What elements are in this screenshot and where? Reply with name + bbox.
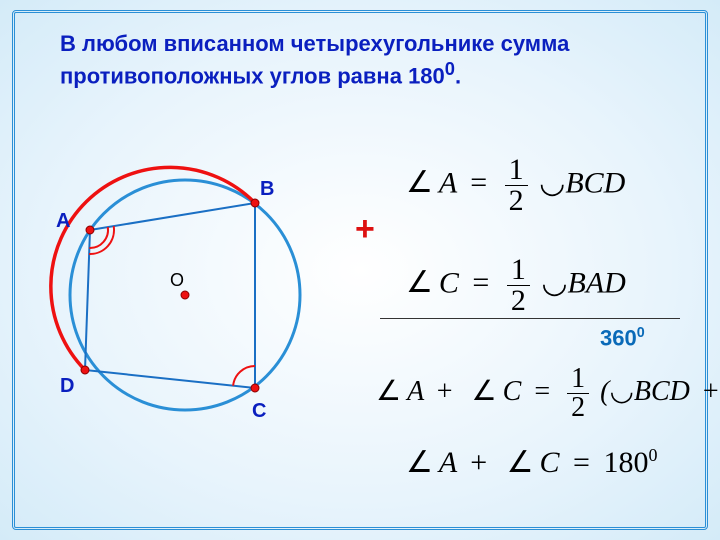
equation-angle-A: ∠A = 12 ◡BCD	[400, 155, 625, 216]
label-O: O	[170, 270, 184, 291]
equation-angle-C: ∠C = 12 ◡BAD	[400, 255, 626, 316]
label-A: A	[56, 210, 70, 233]
equation-result: ∠A + ∠C = 1800	[400, 445, 657, 480]
theorem-line2: противоположных углов равна 180	[60, 63, 445, 88]
label-B: B	[260, 178, 274, 201]
plus-sign: +	[355, 210, 375, 249]
diagram-svg	[30, 140, 340, 450]
label-D: D	[60, 375, 74, 398]
label-C: C	[252, 400, 266, 423]
circle-diagram: A B C D O	[30, 140, 340, 450]
label-360: 3600	[600, 325, 645, 351]
theorem-degree: 0	[445, 58, 455, 79]
sum-line	[380, 318, 680, 319]
theorem-text: В любом вписанном четырехугольнике сумма…	[60, 30, 660, 89]
theorem-line1: В любом вписанном четырехугольнике сумма	[60, 31, 569, 56]
equation-sum: ∠A + ∠C = 12 (◡BCD + ◡BAD)	[370, 365, 720, 422]
